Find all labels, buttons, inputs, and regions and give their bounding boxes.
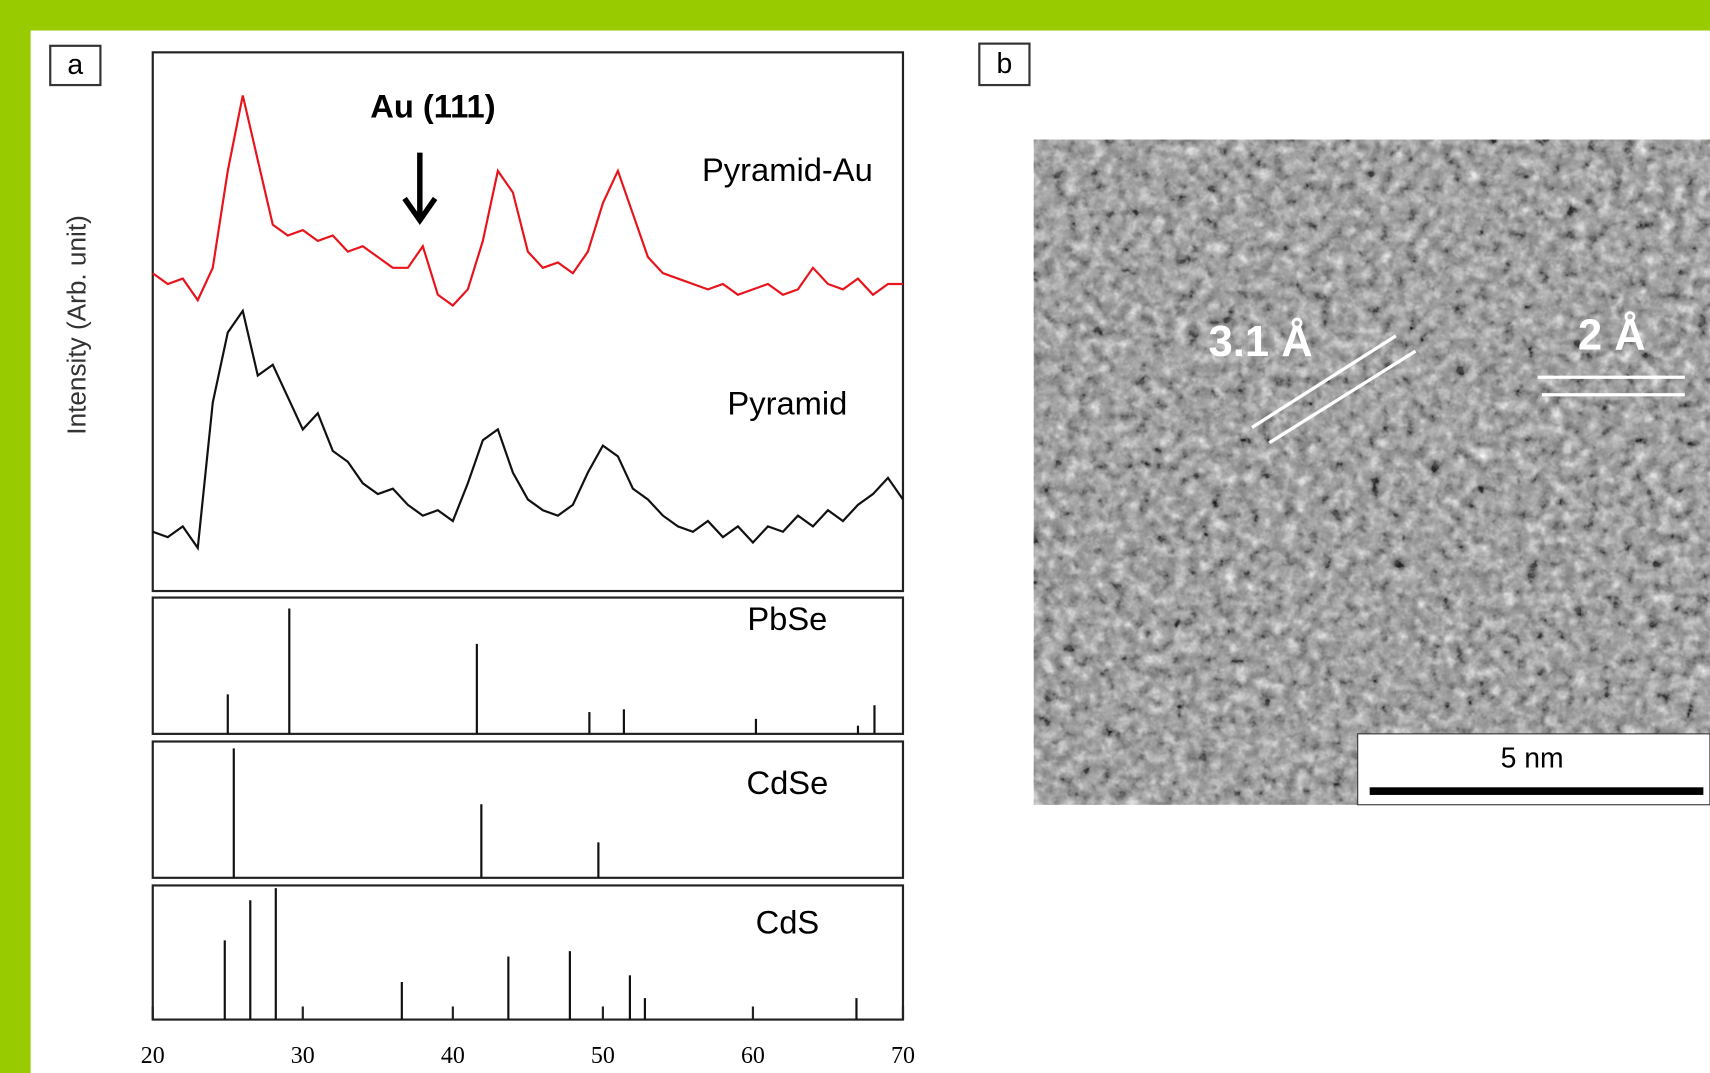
panel-title: PbSe [747,600,827,637]
tem-texture [1034,140,1710,805]
series-label: Pyramid [727,384,847,421]
panel-title: CdS [756,903,820,940]
scale-bar [1370,787,1704,795]
annotation: Au (111) [370,88,495,125]
panel-label: a [67,49,83,81]
x-tick-label: 70 [891,1043,915,1069]
spacing-label: 2 Å [1578,311,1646,360]
x-tick-label: 40 [441,1043,465,1069]
x-tick-label: 60 [741,1043,765,1069]
y-axis-label: Intensity (Arb. unit) [62,215,92,435]
x-tick-label: 30 [291,1043,315,1069]
panel-title: CdSe [746,764,828,801]
scale-bar-label: 5 nm [1501,743,1564,775]
spacing-label: 3.1 Å [1209,317,1313,366]
figure: a Intensity (Arb. unit) b 3.1 Å 2 Å 5 nm… [0,0,1710,1073]
x-tick-label: 50 [591,1043,615,1069]
series-label: Pyramid-Au [702,151,873,188]
tem-image: 3.1 Å 2 Å 5 nm [1034,140,1710,805]
x-tick-label: 20 [141,1043,165,1069]
panel-label: b [997,48,1013,80]
